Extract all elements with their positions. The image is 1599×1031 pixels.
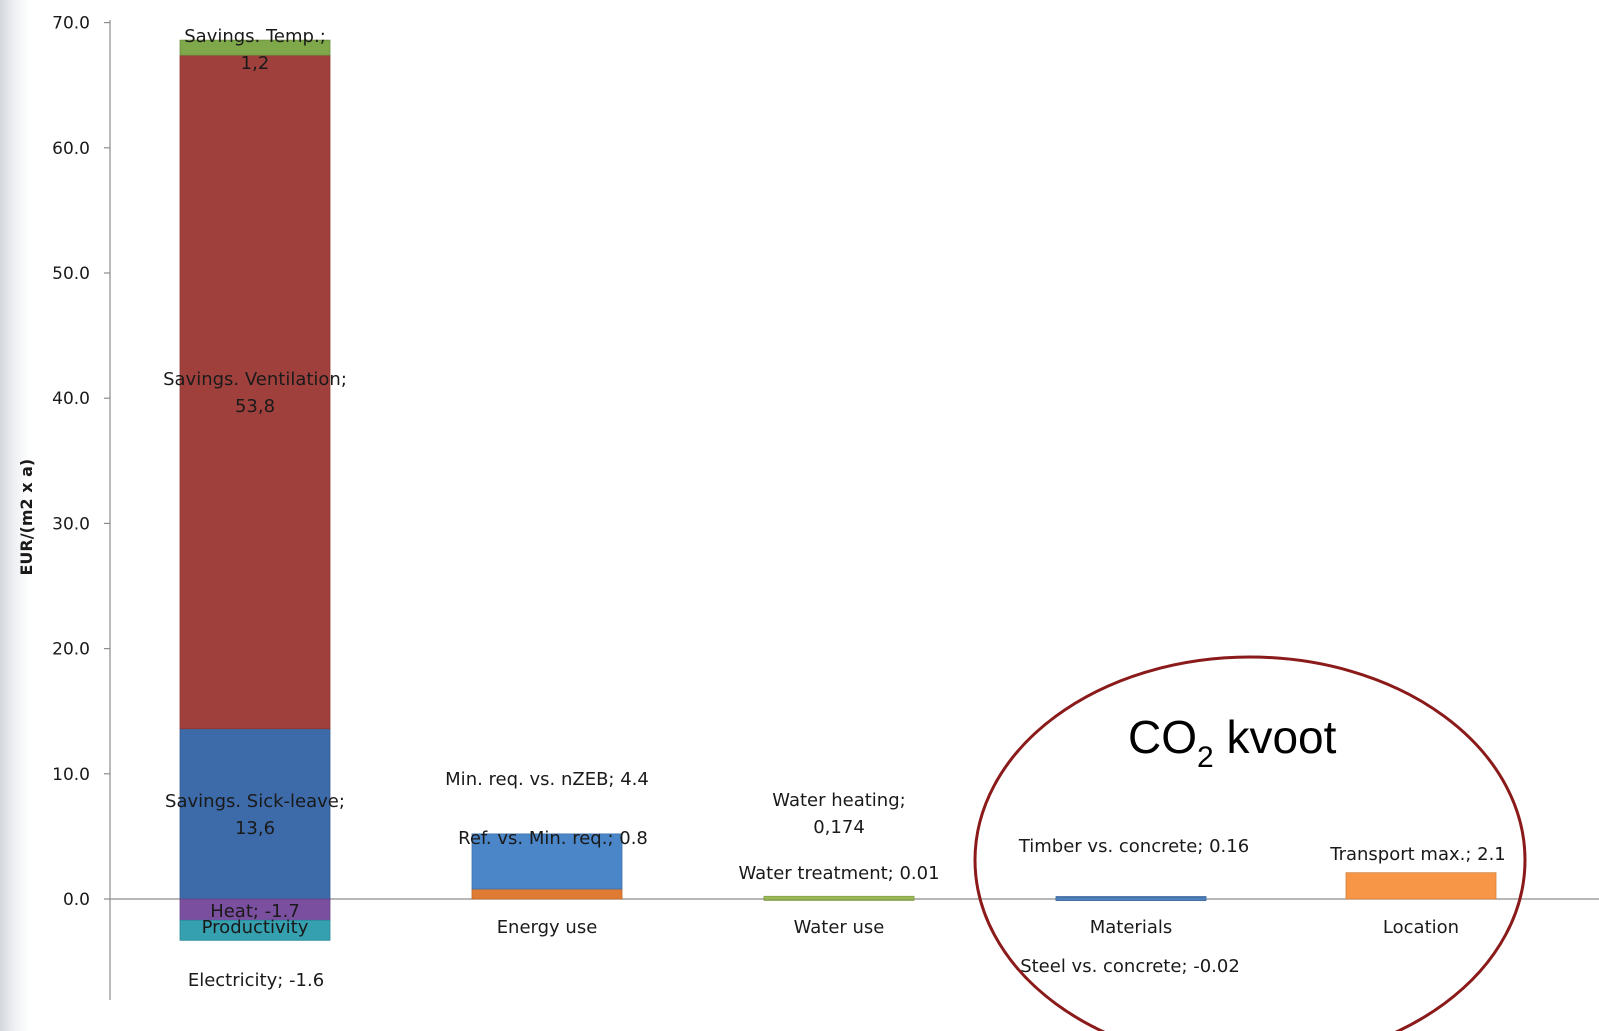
data-label-water-treatment-0-01: Water treatment; 0.01 xyxy=(738,863,939,884)
y-tick-label: 30.0 xyxy=(52,514,90,534)
category-label-water-use: Water use xyxy=(794,917,885,938)
y-tick-label: 40.0 xyxy=(52,389,90,409)
data-label-savings-temp: Savings. Temp.; xyxy=(184,26,326,47)
y-tick-label: 10.0 xyxy=(52,765,90,785)
y-tick-label: 70.0 xyxy=(52,14,90,34)
y-tick-label: 50.0 xyxy=(52,264,90,284)
data-label-savings-sick-leave-value: 13,6 xyxy=(235,818,275,839)
bar-segment-min-req-vs-nzeb-4-4 xyxy=(471,833,623,890)
data-label-heat-1-7: Heat; -1.7 xyxy=(210,901,300,922)
bar-segment-ref-vs-min-req-0-8 xyxy=(471,888,623,900)
data-label-transport-max-2-1: Transport max.; 2.1 xyxy=(1329,844,1506,865)
y-tick-label: 20.0 xyxy=(52,640,90,660)
co2-rest: kvoot xyxy=(1214,711,1337,763)
data-label-min-req-vs-nzeb-4-4: Min. req. vs. nZEB; 4.4 xyxy=(445,769,649,790)
data-label-savings-sick-leave: Savings. Sick-leave; xyxy=(165,791,345,812)
co2-annotation: CO2 kvoot xyxy=(973,655,1527,1031)
co2-annotation-text: CO2 kvoot xyxy=(1128,711,1337,774)
bar-segment-steel-vs-concrete-0-02 xyxy=(1055,897,1207,902)
bar-segment-water-heating xyxy=(763,895,915,900)
y-tick-label: 0.0 xyxy=(63,890,90,910)
data-label-steel-vs-concrete-0-02: Steel vs. concrete; -0.02 xyxy=(1020,956,1240,977)
data-label-savings-temp-value: 1,2 xyxy=(241,53,270,74)
category-label-energy-use: Energy use xyxy=(497,917,598,938)
category-label-materials: Materials xyxy=(1090,917,1173,938)
y-axis-title: EUR/(m2 x a) xyxy=(17,459,36,576)
bar-segment-savings-ventilation xyxy=(179,54,331,730)
bar-segment-electricity-1-6 xyxy=(179,919,331,941)
data-label-water-heating-value: 0,174 xyxy=(813,817,865,838)
data-label-savings-ventilation-value: 53,8 xyxy=(235,396,275,417)
chart-bars xyxy=(179,39,1497,941)
co2-main: CO xyxy=(1128,711,1197,763)
co2-annotation-ellipse xyxy=(973,655,1527,1031)
co2-subscript: 2 xyxy=(1197,741,1214,774)
category-label-productivity: Productivity xyxy=(202,917,309,938)
category-label-location: Location xyxy=(1383,917,1459,938)
bar-segment-transport-max-2-1 xyxy=(1345,872,1497,900)
bar-segment-savings-temp xyxy=(179,39,331,56)
data-label-savings-ventilation: Savings. Ventilation; xyxy=(163,369,347,390)
data-label-ref-vs-min-req-0-8: Ref. vs. Min. req.; 0.8 xyxy=(458,828,648,849)
data-label-electricity-1-6: Electricity; -1.6 xyxy=(188,970,324,991)
bar-segment-savings-sick-leave xyxy=(179,728,331,900)
data-label-water-heating: Water heating; xyxy=(772,790,905,811)
chart-labels: Productivity Energy use Water use Materials… xyxy=(163,26,1506,991)
data-label-timber-vs-concrete-0-16: Timber vs. concrete; 0.16 xyxy=(1018,836,1249,857)
y-tick-label: 60.0 xyxy=(52,139,90,159)
